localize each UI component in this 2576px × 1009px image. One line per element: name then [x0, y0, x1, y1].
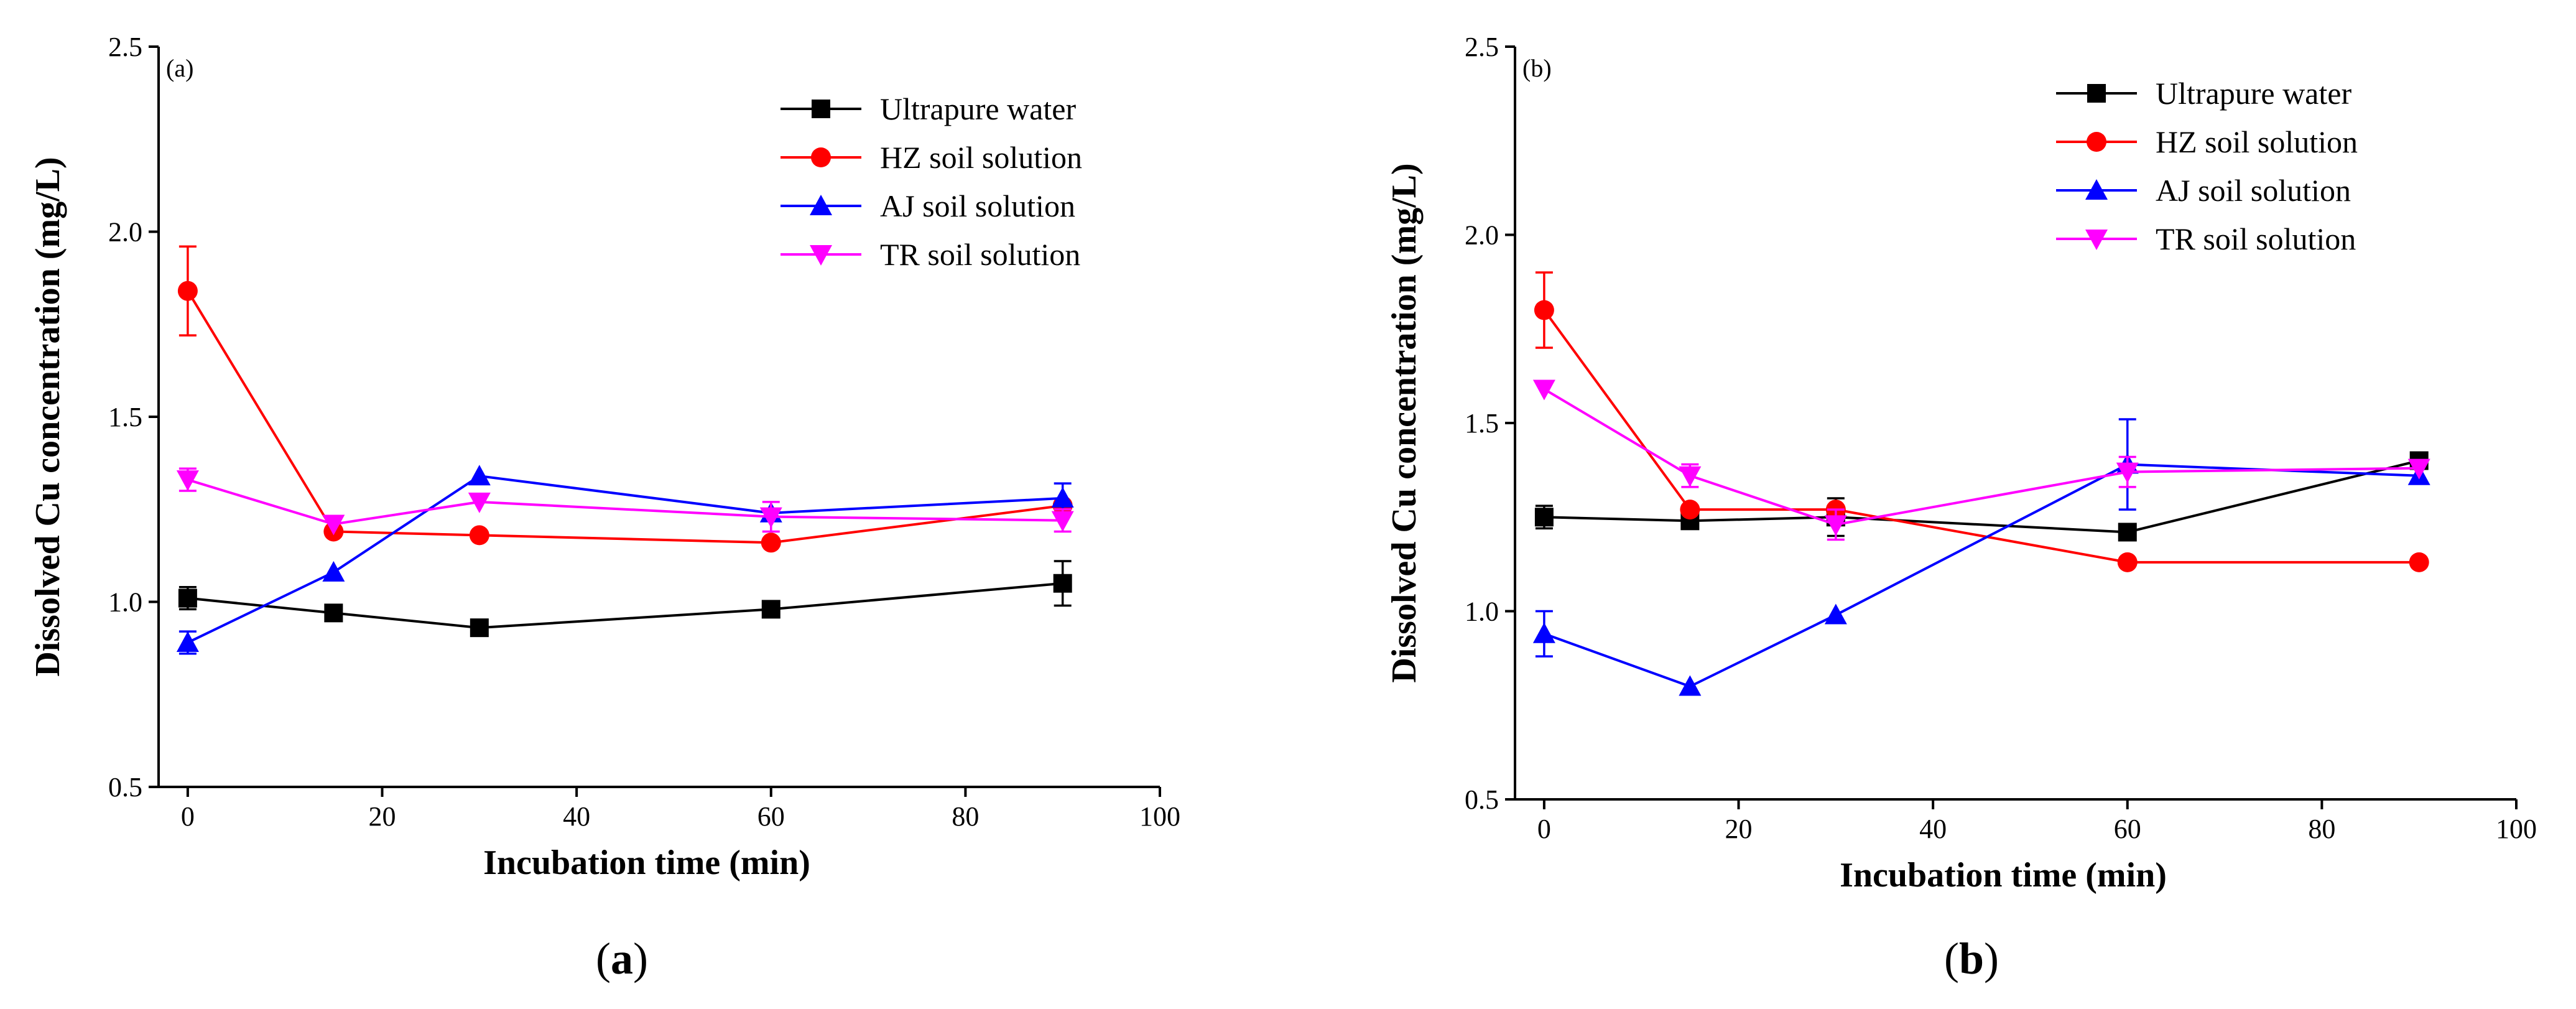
series-0 — [178, 560, 1072, 638]
chart-panel-a: 0 20 40 60 80 100 0.5 1.0 1.5 2.0 2.5 Incubation ti… — [29, 32, 1180, 882]
x-axis-title: Incubation time (min) — [1840, 856, 2167, 895]
data-point — [1532, 622, 1555, 643]
legend-marker — [810, 195, 832, 215]
x-tick-label: 40 — [563, 801, 590, 832]
data-point — [322, 514, 345, 536]
legend-label: HZ soil solution — [880, 140, 1082, 175]
x-tick-label: 40 — [1919, 814, 1947, 844]
legend-label: HZ soil solution — [2156, 124, 2358, 159]
data-point — [176, 470, 199, 491]
legend-label: Ultrapure water — [2156, 76, 2351, 111]
data-point — [1824, 603, 1847, 625]
legend-marker — [812, 100, 830, 118]
data-point — [2116, 462, 2139, 483]
x-tick-label: 80 — [952, 801, 979, 832]
y-tick-label: 1.0 — [108, 587, 142, 618]
y-tick-label: 1.5 — [1465, 408, 1499, 439]
y-tick-label: 0.5 — [108, 772, 142, 802]
data-point — [1053, 574, 1072, 593]
legend-label: Ultrapure water — [880, 91, 1076, 126]
y-tick-label: 2.0 — [1465, 220, 1499, 251]
data-point — [761, 600, 781, 619]
y-tick-label: 2.5 — [1465, 32, 1499, 62]
legend-label: TR soil solution — [880, 237, 1080, 272]
chart-panel-b: 0 20 40 60 80 100 0.5 1.0 1.5 2.0 2.5 Incubation ti… — [1385, 32, 2537, 895]
series-3 — [176, 467, 1074, 536]
data-point — [1534, 300, 1554, 320]
series-line — [187, 478, 1063, 526]
data-point — [177, 281, 198, 301]
y-axis-title: Dissolved Cu concentration (mg/L) — [29, 157, 67, 676]
data-point — [759, 507, 782, 528]
data-point — [468, 492, 491, 513]
x-tick-label: 60 — [758, 801, 785, 832]
y-tick-label: 2.0 — [108, 217, 142, 248]
data-point — [178, 588, 197, 608]
data-point — [468, 465, 491, 486]
legend-marker — [2085, 179, 2108, 200]
legend-marker — [810, 245, 832, 266]
legend-label: AJ soil solution — [880, 188, 1075, 223]
data-point — [470, 618, 489, 638]
data-point — [469, 525, 489, 546]
data-point — [1679, 466, 1702, 487]
series-3 — [1532, 379, 2430, 541]
legend-marker — [2085, 230, 2108, 250]
x-tick-label: 20 — [1725, 814, 1753, 844]
data-point — [1679, 675, 1702, 696]
legend-label: AJ soil solution — [2156, 173, 2351, 208]
panel-label: (b) — [1522, 54, 1552, 82]
x-tick-label: 100 — [2496, 814, 2537, 844]
series-1 — [177, 245, 1073, 553]
y-tick-label: 0.5 — [1465, 784, 1499, 815]
data-point — [2118, 523, 2137, 542]
data-point — [1051, 511, 1074, 532]
legend-marker — [2087, 84, 2106, 103]
y-axis-title: Dissolved Cu concentration (mg/L) — [1385, 163, 1424, 682]
data-point — [1534, 508, 1554, 527]
data-point — [1680, 500, 1700, 520]
data-point — [1824, 515, 1847, 536]
series-line — [187, 582, 1063, 630]
legend-label: TR soil solution — [2156, 221, 2356, 256]
y-tick-label: 1.0 — [1465, 597, 1499, 627]
data-point — [324, 603, 343, 623]
panel-label: (a) — [166, 54, 193, 82]
data-point — [2409, 552, 2429, 572]
x-tick-label: 0 — [1537, 814, 1551, 844]
x-tick-label: 80 — [2308, 814, 2335, 844]
caption-a: (a) — [596, 934, 648, 983]
series-1 — [1534, 271, 2429, 572]
data-point — [1532, 379, 1555, 401]
series-0 — [1534, 451, 2429, 542]
x-tick-label: 0 — [181, 801, 195, 832]
series-line — [1543, 388, 2419, 526]
data-point — [2117, 552, 2138, 572]
data-point — [322, 560, 345, 582]
data-point — [761, 532, 781, 553]
legend-marker — [2087, 132, 2106, 152]
y-tick-label: 2.5 — [108, 32, 142, 62]
caption-b: (b) — [1944, 934, 1999, 983]
x-axis-title: Incubation time (min) — [483, 844, 810, 882]
x-tick-label: 60 — [2114, 814, 2141, 844]
data-point — [176, 631, 199, 652]
legend-marker — [811, 147, 831, 167]
data-point — [1051, 486, 1074, 508]
data-point — [2407, 458, 2430, 480]
series-2 — [1532, 418, 2430, 696]
x-tick-label: 20 — [369, 801, 396, 832]
y-tick-label: 1.5 — [108, 402, 142, 432]
x-tick-label: 100 — [1139, 801, 1180, 832]
